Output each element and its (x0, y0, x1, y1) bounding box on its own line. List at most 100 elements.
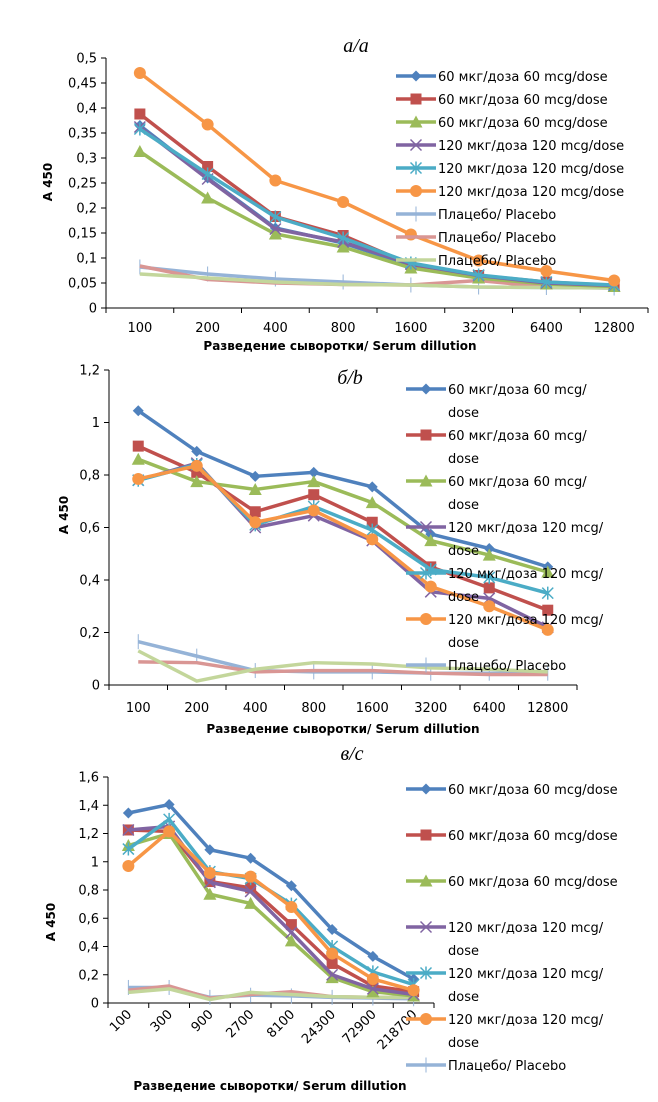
y-tick-label: 0,2 (78, 968, 99, 983)
series-line (137, 444, 549, 612)
legend-label: 120 мкг/доза 120 mcg/ (448, 613, 604, 628)
data-point (366, 985, 380, 998)
legend-label: 120 мкг/доза 120 mcg/ (448, 1013, 604, 1028)
legend-label: Плацебо/ Placebo (448, 659, 566, 674)
series-line (137, 464, 549, 632)
chart-2: в/c 0 0,2 0,4 0,6 0,8 1 1,2 1,4 1,6 100 300 900 2700 8… (44, 743, 618, 1093)
legend-marker (409, 115, 423, 128)
series-line (128, 824, 414, 997)
y-tick-label: 1,2 (79, 364, 100, 379)
x-tick-label: 218700 (375, 1007, 421, 1053)
chart-0: а/a 0 0,05 0,1 0,15 0,2 0,25 0,3 0,35 0,4 0,45 0,5 1… (41, 35, 649, 353)
data-point (122, 823, 135, 836)
data-point (244, 885, 257, 898)
x-tick-label: 6400 (473, 701, 506, 716)
data-point (134, 108, 146, 120)
chart-title: а/a (343, 35, 369, 57)
chart-title: в/c (340, 743, 363, 765)
data-point (326, 947, 339, 960)
legend-marker (419, 566, 433, 580)
y-axis-label: A 450 (57, 496, 71, 535)
series-line (127, 829, 415, 992)
x-tick-label: 24300 (299, 1007, 339, 1047)
data-point (285, 900, 298, 913)
data-point (608, 274, 621, 287)
data-point (204, 844, 216, 856)
y-tick-label: 0,4 (79, 574, 100, 589)
data-point (366, 516, 378, 528)
data-point (201, 118, 214, 131)
series-7 (138, 660, 548, 677)
data-point (542, 604, 554, 616)
data-point (326, 924, 338, 936)
legend-label: Плацебо/ Placebo (438, 254, 556, 269)
data-point (133, 122, 146, 136)
series-8 (128, 987, 414, 1002)
data-point (284, 934, 298, 947)
series-line (137, 649, 548, 683)
x-axis-label: Разведение сыворотки/ Serum dillution (206, 722, 479, 736)
series-line (138, 660, 548, 677)
data-point (132, 405, 144, 417)
series-4 (122, 812, 420, 992)
data-point (249, 470, 261, 482)
legend-marker (420, 429, 432, 441)
legend-label: Плацебо/ Placebo (448, 1059, 566, 1074)
legend-label: dose (448, 636, 479, 651)
data-point (308, 489, 320, 501)
data-point (336, 240, 350, 253)
legend-label: dose (448, 944, 479, 959)
data-point (472, 254, 485, 267)
y-tick-label: 0,8 (79, 469, 100, 484)
y-tick-label: 1,6 (78, 771, 99, 786)
x-tick-label: 2700 (223, 1007, 257, 1041)
data-point (269, 174, 282, 187)
y-tick-label: 0,4 (76, 102, 97, 117)
legend-label: dose (448, 590, 479, 605)
series-line (138, 71, 615, 283)
data-point (540, 265, 553, 277)
legend-label: 60 мкг/доза 60 mcg/dose (448, 783, 618, 798)
series-line (137, 457, 549, 574)
y-tick-label: 0,05 (68, 277, 97, 292)
legend-marker (420, 783, 432, 795)
data-point (541, 565, 555, 578)
data-point (202, 161, 214, 172)
data-point (366, 972, 379, 985)
y-tick-label: 0,25 (68, 177, 97, 192)
chart-1: б/b 0 0,2 0,4 0,6 0,8 1 1,2 100 200 400 800 1600 3200… (57, 364, 604, 737)
data-point (132, 472, 145, 485)
data-point (366, 481, 378, 493)
legend-label: Плацебо/ Placebo (438, 231, 556, 246)
data-point (326, 968, 339, 981)
legend-label: dose (448, 544, 479, 559)
data-point (201, 167, 214, 181)
x-tick-label: 900 (189, 1007, 217, 1035)
x-tick-label: 100 (107, 1007, 135, 1035)
legend-marker (420, 1013, 432, 1025)
data-point (424, 534, 438, 547)
y-tick-label: 1,2 (78, 827, 99, 842)
legend: 60 мкг/доза 60 mcg/dose 60 мкг/доза 60 mc… (406, 783, 618, 1074)
legend-label: 120 мкг/доза 120 mcg/ (448, 921, 604, 936)
y-tick-label: 0 (89, 302, 97, 317)
series-line (127, 831, 414, 998)
series-5 (133, 67, 621, 287)
y-tick-label: 0,1 (76, 252, 97, 267)
series-5 (122, 825, 420, 997)
x-tick-label: 200 (184, 701, 209, 716)
x-tick-label: 800 (301, 701, 326, 716)
legend-label: 60 мкг/доза 60 mcg/ (448, 475, 587, 490)
x-tick-label: 800 (331, 321, 356, 336)
legend-marker (410, 93, 422, 105)
y-tick-label: 0,45 (68, 77, 97, 92)
data-point (326, 957, 338, 969)
data-point (122, 859, 135, 872)
x-axis-label: Разведение сыворотки/ Serum dillution (133, 1079, 406, 1093)
legend-label: 120 мкг/доза 120 mcg/ (448, 521, 604, 536)
series-line (137, 409, 549, 569)
data-point (163, 812, 176, 826)
series-line (128, 802, 415, 981)
legend-marker (419, 920, 433, 934)
